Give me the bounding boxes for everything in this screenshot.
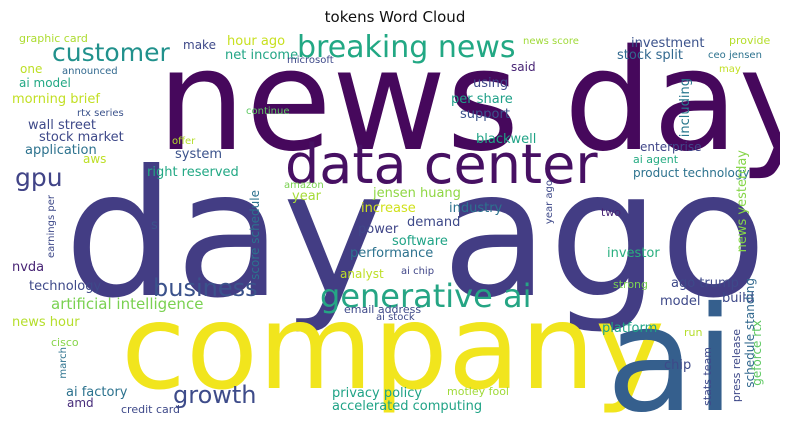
word-aws: aws xyxy=(83,152,107,166)
word-ai: ai xyxy=(606,276,736,416)
word-ai-stock: ai stock xyxy=(376,312,415,323)
word-stats-team: stats team xyxy=(701,347,714,406)
word-geforce-rtx: geforce rtx xyxy=(750,320,764,386)
word-blackwell: blackwell xyxy=(476,132,537,147)
word-continue: continue xyxy=(246,106,290,117)
word-including: including xyxy=(678,78,693,138)
word-said: said xyxy=(511,60,536,74)
word-accelerated-computing: accelerated computing xyxy=(332,399,483,414)
word-performance: performance xyxy=(350,246,434,261)
word-provide: provide xyxy=(729,34,771,47)
word-stock-split: stock split xyxy=(617,48,683,63)
word-announced: announced xyxy=(62,66,118,77)
word-amazon: amazon xyxy=(284,180,324,191)
word-motley-fool: motley fool xyxy=(447,385,509,398)
word-generative-ai: generative ai xyxy=(320,277,532,315)
word-wall-street: wall street xyxy=(28,118,96,133)
word-ai-factory: ai factory xyxy=(66,385,128,400)
word-industry: industry xyxy=(449,201,503,216)
word-strong: strong xyxy=(613,278,649,291)
word-business: business xyxy=(153,274,258,302)
word-using: using xyxy=(473,76,509,91)
word-morning-brief: morning brief xyxy=(12,92,100,107)
word-investment: investment xyxy=(631,36,705,51)
word-ai-chip: ai chip xyxy=(401,266,435,277)
word-press-release: press release xyxy=(730,329,743,403)
word-system: system xyxy=(175,147,222,162)
word-breaking-news: breaking news xyxy=(297,30,516,65)
word-support: support xyxy=(460,107,510,122)
word-ai-agent: ai agent xyxy=(633,153,679,166)
word-customer: customer xyxy=(52,38,170,67)
word-data-center: data center xyxy=(285,133,598,196)
word-one: one xyxy=(20,62,43,76)
word-graphic-card: graphic card xyxy=(19,32,88,45)
word-hour-ago: hour ago xyxy=(227,34,286,49)
word-per-share: per share xyxy=(451,92,513,107)
word-gpu: gpu xyxy=(15,163,63,192)
word-email-address: email address xyxy=(344,303,422,316)
word-net-income: net income xyxy=(225,48,299,63)
word-day-ago: day ago xyxy=(64,134,767,337)
word-offer: offer xyxy=(172,136,196,147)
word-run: run xyxy=(684,326,703,339)
word-model: model xyxy=(660,294,701,309)
word-rtx-series: rtx series xyxy=(77,108,124,119)
word-stock-market: stock market xyxy=(39,130,124,145)
word-news-score: news score xyxy=(523,36,579,47)
word-ceo-jensen: ceo jensen xyxy=(708,50,762,61)
word-year: year xyxy=(292,189,322,204)
word-jensen-huang: jensen huang xyxy=(373,186,461,201)
word-two: two xyxy=(601,206,622,219)
word-s: s xyxy=(151,218,158,233)
word-credit-card: credit card xyxy=(121,403,181,416)
word-march: march xyxy=(58,347,69,379)
word-amd: amd xyxy=(67,396,94,410)
word-company: company xyxy=(121,278,665,416)
word-power: power xyxy=(358,222,399,237)
word-score-schedule: score schedule xyxy=(248,190,262,280)
word-application: application xyxy=(25,143,97,158)
chart-title: tokens Word Cloud xyxy=(324,8,466,26)
word-product-technology: product technology xyxy=(633,166,750,180)
word-enterprise: enterprise xyxy=(640,140,702,154)
word-news-yesterday: news yesterday xyxy=(735,150,750,253)
word-earnings-per: earnings per xyxy=(46,195,57,259)
word-year-ago: year ago xyxy=(544,180,555,225)
word-may: may xyxy=(719,64,741,75)
word-news-hour: news hour xyxy=(12,315,80,330)
word-analyst: analyst xyxy=(340,267,384,281)
word-demand: demand xyxy=(407,215,461,230)
word-software: software xyxy=(392,234,448,249)
word-ago-trump: ago trump xyxy=(671,276,739,291)
word-nvda: nvda xyxy=(12,260,45,275)
word-technology: technology xyxy=(29,279,102,294)
word-increase: increase xyxy=(361,201,416,216)
word-artificial-intelligence: artificial intelligence xyxy=(51,295,204,313)
word-right-reserved: right reserved xyxy=(147,165,239,180)
word-investor: investor xyxy=(607,246,660,261)
word-cisco: cisco xyxy=(51,336,79,349)
word-make: make xyxy=(183,38,216,52)
word-cloud: news day day ago company ai data center gener… xyxy=(9,30,780,417)
word-microsoft: microsoft xyxy=(287,55,334,66)
word-platform: platform xyxy=(602,321,658,336)
word-news-day: news day xyxy=(157,30,780,183)
word-chip: chip xyxy=(664,358,692,373)
word-privacy-policy: privacy policy xyxy=(332,386,423,401)
word-build: build xyxy=(722,291,754,306)
word-ai-model: ai model xyxy=(19,76,71,90)
word-growth: growth xyxy=(173,381,257,409)
